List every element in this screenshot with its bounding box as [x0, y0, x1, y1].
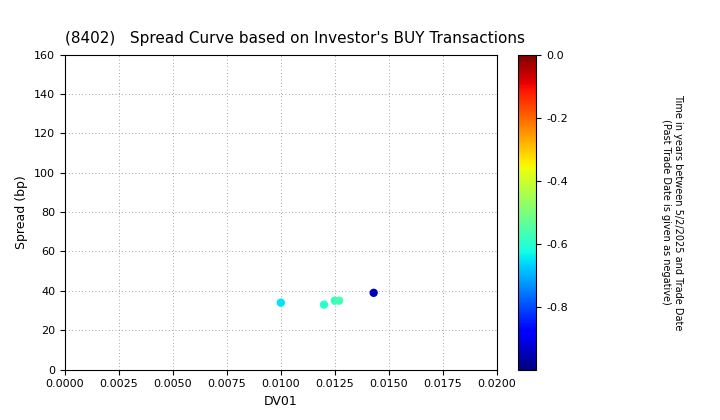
- Point: [333, 297, 345, 304]
- Point: [329, 297, 341, 304]
- Text: (8402)   Spread Curve based on Investor's BUY Transactions: (8402) Spread Curve based on Investor's …: [65, 32, 525, 47]
- Y-axis label: Spread (bp): Spread (bp): [15, 175, 28, 249]
- X-axis label: DV01: DV01: [264, 395, 297, 408]
- Point: [275, 299, 287, 306]
- Y-axis label: Time in years between 5/2/2025 and Trade Date
(Past Trade Date is given as negat: Time in years between 5/2/2025 and Trade…: [661, 94, 683, 330]
- Point: [318, 301, 330, 308]
- Point: [368, 289, 379, 296]
